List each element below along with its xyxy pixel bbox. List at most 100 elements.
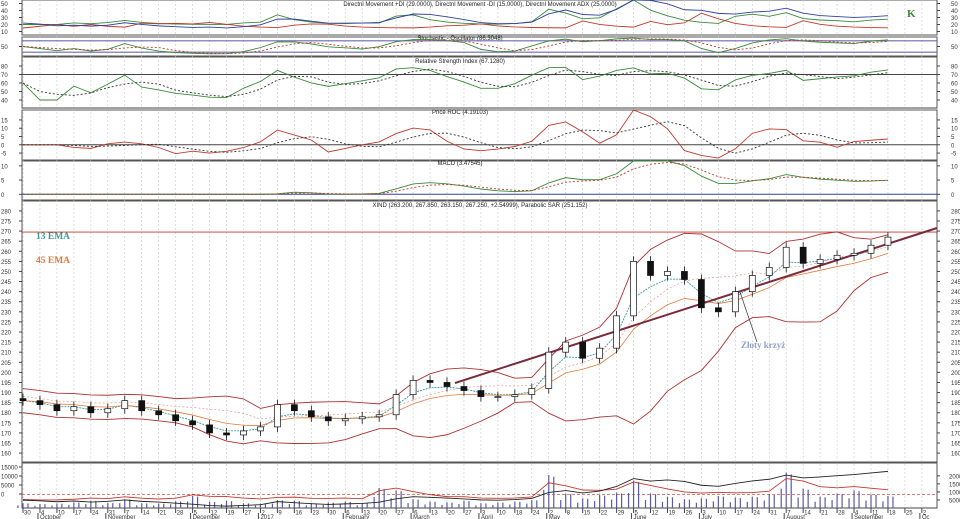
y-tick-label: 215 [951,341,960,347]
candle [664,271,671,276]
y-tick-label: 250 [951,270,960,276]
month-label: 2017 [260,515,274,519]
y-tick-label: 245 [951,280,960,286]
candle [291,404,298,412]
y-tick-label: 30 [1,16,8,22]
candle [630,261,637,317]
y-tick-label: 40 [1,9,8,15]
y-tick-label: -5 [951,152,957,158]
candle [562,341,570,353]
month-label: April [481,515,493,519]
y-tick-label: 165 [951,442,960,448]
panel-title-macd: MACD (3.47545) [437,161,482,167]
candle [206,424,213,434]
x-tick-label: 19 [668,511,675,517]
month-label: March [413,515,430,519]
candle [392,394,400,416]
y-tick-label: 15000 [949,482,960,488]
y-tick-label: 240 [951,290,960,296]
y-tick-label: 30 [951,16,958,22]
stoch-d-line [22,38,888,55]
y-tick-label: 225 [951,320,960,326]
x-tick-label: 27 [465,511,472,517]
bollinger-upper [22,231,889,409]
candle [748,275,756,292]
x-tick-label: 30 [329,511,336,517]
y-tick-label: 0 [951,143,955,149]
x-tick-label: 6 [414,511,418,517]
x-tick-label: 10 [58,511,65,517]
candle [782,246,790,268]
y-tick-label: 210 [951,351,960,357]
y-tick-label: 50 [951,45,958,51]
month-label: Oc [922,515,930,519]
y-tick-label: 235 [1,300,12,306]
y-tick-label: 255 [1,260,12,266]
y-tick-label: 50 [951,90,958,96]
month-label: May [549,515,560,519]
y-tick-label: 40 [951,99,958,105]
y-tick-label: 5 [951,179,955,185]
candle [816,258,824,264]
candle [477,390,485,397]
y-tick-label: 280 [951,209,960,215]
y-tick-label: 170 [951,431,960,437]
y-tick-label: 20000 [949,474,960,480]
y-tick-label: 50 [951,2,958,8]
x-tick-label: 10 [499,511,506,517]
y-tick-label: 160 [951,452,960,458]
y-tick-label: 20 [951,23,958,29]
candle [596,347,603,359]
candle [765,267,773,276]
x-tick-label: 17 [736,511,743,517]
rsi-signal-line [22,68,889,98]
y-tick-label: 10 [1,30,8,36]
x-tick-label: 2 [261,511,265,517]
panel-title-price: XIND (263.200, 267.850, 263.150, 267.250… [373,203,588,209]
y-tick-label: 180 [1,411,12,417]
x-tick-label: 6 [346,511,350,517]
y-tick-label: 5000 [949,498,960,504]
x-tick-label: 14 [804,511,811,517]
x-tick-label: 5 [635,511,639,517]
panel-title-stoch: Stochastic - Oscillator (86.3048) [417,36,502,42]
y-tick-label: 50 [1,90,8,96]
candle [698,279,705,309]
y-tick-label: 255 [951,260,960,266]
macd-signal-line [23,162,888,195]
candle [324,416,332,422]
stoch-k-line [22,37,888,55]
candle [681,271,688,280]
ema45-label: 45 EMA [36,256,70,266]
adx-line [22,0,888,29]
candle [87,406,95,414]
candle [545,351,553,389]
x-tick-label: 7 [126,511,130,517]
candle [731,291,739,313]
x-tick-label: 13 [363,511,370,517]
y-tick-label: 80 [1,65,8,71]
x-tick-label: 12 [652,511,659,517]
y-tick-label: -5 [1,152,7,158]
y-tick-label: 185 [951,401,960,407]
panel-title-roc: Price ROC (4.19103) [432,110,488,116]
x-tick-label: 27 [397,511,404,517]
candle [36,400,44,406]
minus-di-line [22,12,888,29]
candle [307,410,315,418]
golden-cross-label: Złoty krzyż [741,340,785,350]
candle [715,307,722,313]
y-tick-label: 190 [951,391,960,397]
x-tick-label: 21 [821,511,828,517]
candle [409,380,417,395]
x-tick-label: 2 [923,511,927,517]
y-tick-label: 195 [1,381,12,387]
candle [53,404,61,412]
candle [528,388,536,395]
x-tick-label: 31 [109,511,116,517]
y-tick-label: 190 [1,391,12,397]
candle [155,410,163,416]
y-tick-label: 260 [951,250,960,256]
y-tick-label: 70 [1,73,8,79]
y-tick-label: 10000 [1,475,18,481]
